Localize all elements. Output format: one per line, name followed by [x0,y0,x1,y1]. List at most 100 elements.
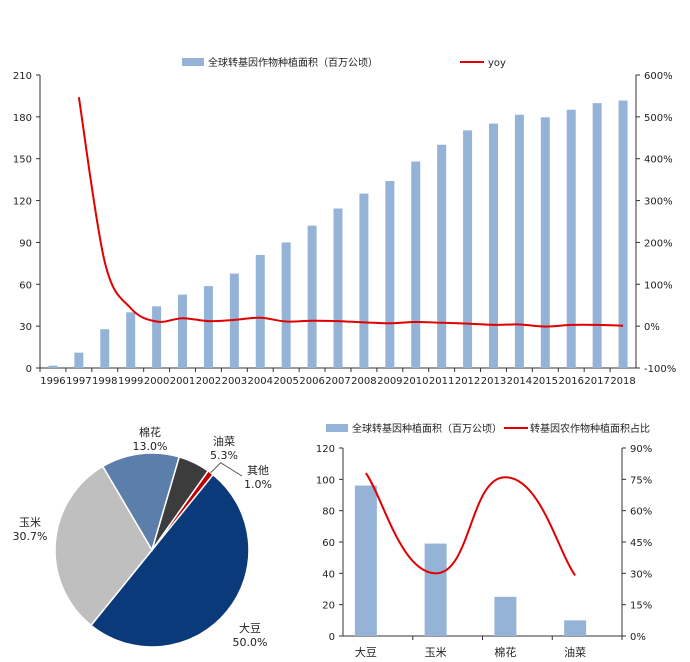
chart1-x-label: 2009 [377,376,402,387]
chart1-yoy-line [77,97,624,328]
chart1-x-label: 2007 [325,376,350,387]
pie-label-name: 棉花 [139,425,161,439]
chart3-x-label: 玉米 [425,646,447,659]
chart1-x-label: 2015 [533,376,558,387]
chart3-left-tick-label: 100 [316,475,335,486]
pie-label-value: 50.0% [233,636,268,649]
chart3-left-tick-label: 80 [322,507,335,518]
chart3-left-tick-label: 20 [322,601,335,612]
chart1-x-label: 2002 [196,376,221,387]
chart1-x-label: 2014 [507,376,532,387]
chart3-x-label: 棉花 [494,645,516,659]
chart3-bar [564,620,587,636]
chart1-bar [488,123,498,368]
chart3-right-tick-label: 90% [630,444,652,455]
chart1-bar [48,365,58,368]
chart3-right-tick-label: 15% [630,601,652,612]
chart3-right-tick-label: 75% [630,475,652,486]
chart1-left-tick-label: 60 [19,280,32,291]
chart1-left-tick-label: 150 [13,155,32,166]
pie-label-value: 5.3% [210,449,238,462]
chart1-x-label: 2001 [170,376,195,387]
chart3-bar [494,596,517,636]
chart1-x-label: 1999 [118,376,143,387]
chart1-bar [437,144,447,368]
chart1-x-label: 2016 [558,376,583,387]
chart3-bar [424,543,447,636]
pie-slice [101,452,181,552]
chart1-x-label: 2006 [299,376,324,387]
chart1-bar [540,117,550,368]
chart1-right-tick-label: 600% [644,71,673,82]
pie-slice [54,465,153,627]
chart1-bar [333,208,343,368]
chart1-legend-bar-swatch [182,58,204,66]
chart1-legend-bar-label: 全球转基因作物种植面积（百万公顷） [208,56,378,69]
chart1-left-tick-label: 210 [13,71,32,82]
chart1-x-label: 2017 [584,376,609,387]
chart1-right-tick-label: -100% [644,364,676,375]
pie-label-value: 30.7% [13,530,48,543]
chart1-right-tick-label: 500% [644,113,673,124]
chart3-x-label: 大豆 [355,645,377,659]
chart3-x-label: 油菜 [564,645,586,659]
chart1-x-label: 2003 [222,376,247,387]
pie-label-name: 油菜 [213,434,235,448]
pie-leader-line [210,462,243,477]
chart1-bar [203,286,213,368]
chart3-right-tick-label: 45% [630,538,652,549]
chart1-x-label: 1997 [66,376,91,387]
chart3-left-tick-label: 120 [316,444,335,455]
pie-label-value: 1.0% [244,478,272,491]
chart1-bar [514,114,524,368]
pie-label-value: 13.0% [133,440,168,453]
pie-label-name: 玉米 [19,516,41,529]
chart1-bar [566,109,576,369]
chart1-bar [307,225,317,368]
chart1-x-label: 1996 [40,376,65,387]
chart1-bar [126,312,136,368]
chart3-right-tick-label: 60% [630,507,652,518]
chart1-left-tick-label: 90 [19,238,32,249]
chart1-right-tick-label: 100% [644,280,673,291]
chart1-bar [255,254,265,368]
chart1-bar [385,181,395,368]
chart1-x-label: 2004 [248,376,273,387]
chart1-bar [411,161,421,368]
chart1-left-tick-label: 180 [13,113,32,124]
chart1-bar [100,329,110,368]
chart3-left-tick-label: 60 [322,538,335,549]
chart1-x-label: 2000 [144,376,169,387]
chart1-bar [281,242,291,368]
pie-label-name: 大豆 [239,621,261,635]
chart3-right-tick-label: 30% [630,569,652,580]
chart1-bar [618,100,628,368]
pie-slice [89,473,250,648]
chart3-legend-bar-swatch [326,424,348,432]
chart3-right-tick-label: 0% [630,632,646,643]
chart1-left-tick-label: 30 [19,322,32,333]
chart1-x-label: 2005 [273,376,298,387]
chart3-left-tick-label: 0 [329,632,335,643]
chart1-bar [152,306,162,368]
chart1-x-label: 1998 [92,376,117,387]
chart1-right-tick-label: 200% [644,238,673,249]
chart3-ratio-line [365,472,576,577]
chart1-x-label: 2013 [481,376,506,387]
chart1-x-label: 2018 [610,376,635,387]
chart1-right-tick-label: 300% [644,197,673,208]
chart3-legend-line-label: 转基因农作物种植面积占比 [530,422,650,435]
chart1-bar [463,130,473,368]
pie-slice [151,469,215,551]
chart1-left-tick-label: 120 [13,197,32,208]
pie-label-name: 其他 [247,464,269,477]
chart1-x-label: 2012 [455,376,480,387]
chart1-right-tick-label: 0% [644,322,660,333]
chart1-bar [592,103,602,368]
chart1-bar [359,193,369,368]
chart1-right-tick-label: 400% [644,155,673,166]
chart3-left-tick-label: 40 [322,569,335,580]
chart3-legend-bar-label: 全球转基因种植面积（百万公顷） [352,422,502,435]
chart1-bar [178,294,188,368]
